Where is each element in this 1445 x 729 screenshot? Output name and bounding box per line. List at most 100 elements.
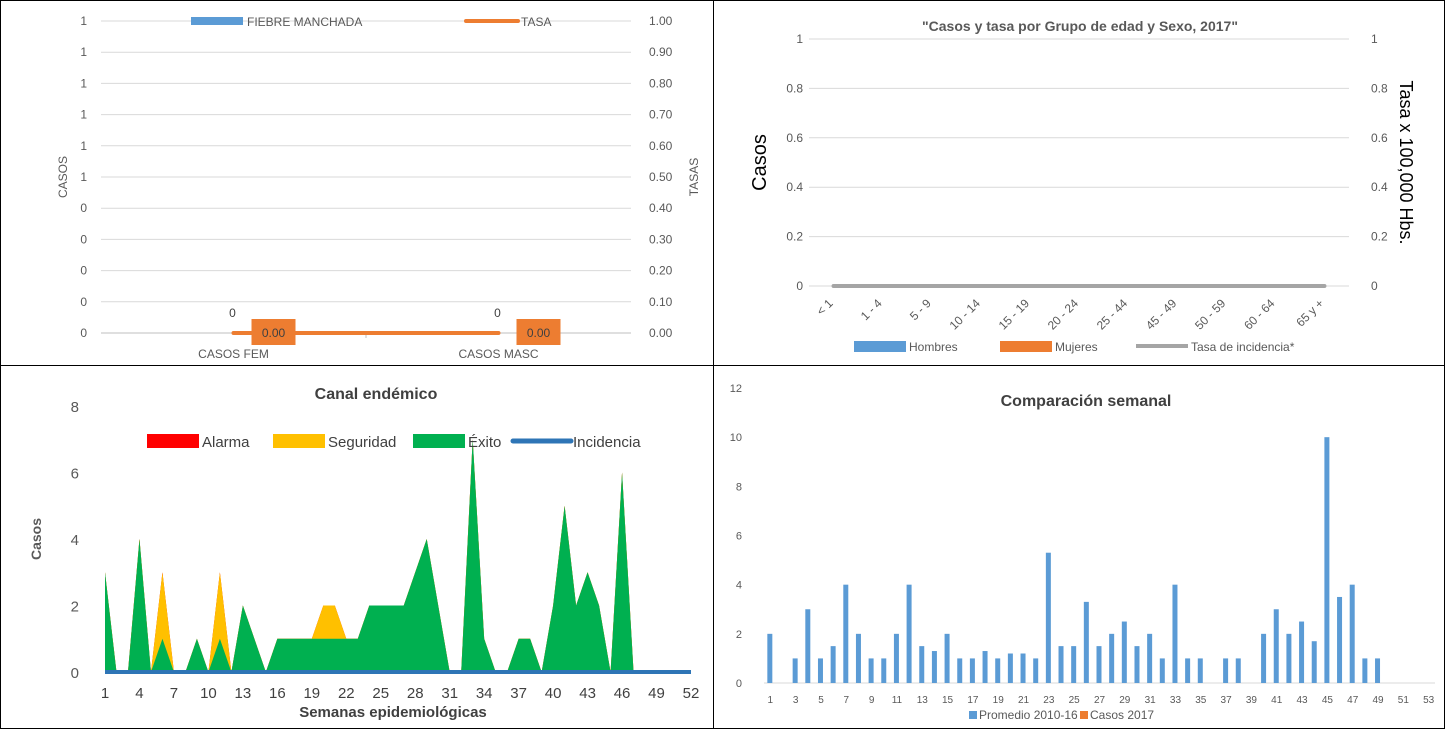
y-tick-label: 1: [80, 170, 87, 184]
legend-label-tasa: Tasa de incidencia*: [1191, 340, 1295, 354]
x-tick-label: 31: [1145, 695, 1157, 706]
bar-promedio: [1324, 437, 1330, 683]
chart-panel-grupo-edad: "Casos y tasa por Grupo de edad y Sexo, …: [713, 0, 1445, 366]
bar-promedio: [1273, 609, 1279, 683]
x-tick-label: 5 - 9: [907, 296, 934, 323]
x-tick-label: 25: [1069, 695, 1081, 706]
bar-promedio: [1349, 584, 1355, 683]
x-tick-label: 17: [967, 695, 979, 706]
tasa-data-label: 0.00: [262, 326, 286, 340]
bar-promedio: [881, 658, 887, 683]
bar-promedio: [1147, 633, 1153, 683]
y-tick-label: 1: [80, 108, 87, 122]
y-tick-label: 2: [736, 629, 742, 641]
x-tick-label: 40: [545, 685, 562, 702]
x-tick-label: 7: [170, 685, 178, 702]
x-tick-label: 28: [407, 685, 424, 702]
bar-promedio: [1121, 621, 1127, 683]
tasa-data-label: 0.00: [527, 326, 551, 340]
y-tick-label: 0: [796, 279, 803, 293]
x-tick-label: 1: [101, 685, 109, 702]
y2-tick-label: 0.00: [649, 326, 673, 340]
chart-panel-comparacion-semanal: Comparación semanal 0 2 4 6 8 10 12 1 3 5 7 9 11 13 15 1…: [713, 365, 1445, 729]
x-tick-label: 23: [1043, 695, 1055, 706]
x-tick-label: CASOS MASC: [458, 347, 538, 361]
y-tick-label: 0: [80, 264, 87, 278]
bar-promedio: [855, 633, 861, 683]
y-tick-label: 0.8: [786, 81, 803, 95]
x-tick-label: 37: [1221, 695, 1233, 706]
bar-promedio: [767, 633, 773, 683]
y-tick-label: 8: [736, 481, 742, 493]
x-tick-label: 29: [1119, 695, 1131, 706]
x-tick-label: 5: [818, 695, 824, 706]
bar-promedio: [1299, 621, 1305, 683]
x-tick-label: 37: [510, 685, 527, 702]
legend-alarma-label: Alarma: [202, 434, 250, 451]
y-tick-label: 0: [736, 678, 742, 690]
legend-incidencia-label: Incidencia: [573, 434, 641, 451]
y-tick-label: 0.6: [786, 131, 803, 145]
x-tick-label: 43: [1297, 695, 1309, 706]
legend-label-mujeres: Mujeres: [1055, 340, 1098, 354]
x-tick-label: CASOS FEM: [198, 347, 269, 361]
x-tick-label: 27: [1094, 695, 1106, 706]
x-tick-label: 65 y +: [1293, 296, 1326, 329]
x-tick-label: 15: [942, 695, 954, 706]
bar-promedio: [1134, 646, 1140, 683]
x-tick-label: 35: [1195, 695, 1207, 706]
y2-tick-label: 0.80: [649, 76, 673, 90]
y2-tick-label: 0.20: [649, 264, 673, 278]
y2-tick-label: 0.50: [649, 170, 673, 184]
bar-promedio: [1033, 658, 1039, 683]
x-tick-label: 7: [844, 695, 850, 706]
bar-promedio: [1235, 658, 1241, 683]
legend-exito-label: Éxito: [468, 434, 501, 451]
chart-title: Canal endémico: [315, 386, 438, 403]
bar-promedio: [1045, 552, 1051, 683]
legend-seguridad-label: Seguridad: [328, 434, 396, 451]
x-tick-label: 47: [1347, 695, 1359, 706]
legend-exito-swatch: [413, 434, 465, 448]
y-axis-label: Casos: [749, 134, 771, 191]
bar-promedio: [995, 658, 1001, 683]
x-tick-label: 25: [372, 685, 389, 702]
bar-promedio: [1261, 633, 1267, 683]
x-tick-label: 31: [441, 685, 458, 702]
bar-promedio: [817, 658, 823, 683]
x-tick-label: 10: [200, 685, 217, 702]
x-tick-label: 1: [768, 695, 774, 706]
x-tick-label: 39: [1246, 695, 1258, 706]
x-tick-label: 52: [683, 685, 700, 702]
x-tick-label: 50 - 59: [1192, 296, 1229, 333]
bar-promedio: [1172, 584, 1178, 683]
x-tick-label: 46: [614, 685, 631, 702]
x-tick-label: 41: [1271, 695, 1283, 706]
y-tick-label: 12: [730, 383, 742, 395]
chart-panel-canal-endemico: Canal endémico 0 2 4 6 8 Casos 1 4 7 10 13 16 19 22 25 2…: [0, 365, 714, 729]
y2-tick-label: 0: [1371, 279, 1378, 293]
bar-promedio: [1337, 596, 1343, 683]
y2-axis-label: Tasa x 100,000 Hbs.: [1396, 80, 1416, 244]
legend-label-fiebre: FIEBRE MANCHADA: [247, 15, 362, 29]
x-tick-label: 10 - 14: [947, 296, 984, 333]
y2-tick-label: 0.30: [649, 232, 673, 246]
bar-promedio: [982, 651, 988, 683]
x-tick-label: 19: [303, 685, 320, 702]
legend-swatch-promedio: [969, 711, 977, 719]
y-tick-label: 6: [736, 531, 742, 543]
y2-tick-label: 0.60: [649, 139, 673, 153]
x-tick-label: 51: [1398, 695, 1410, 706]
bar-promedio: [1083, 601, 1089, 683]
x-tick-label: 45: [1322, 695, 1334, 706]
y2-tick-label: 0.8: [1371, 81, 1388, 95]
y-axis-label: CASOS: [56, 156, 70, 198]
y-tick-label: 0: [80, 232, 87, 246]
x-tick-label: 33: [1170, 695, 1182, 706]
bar-promedio: [1007, 653, 1013, 683]
y-tick-label: 4: [71, 532, 79, 549]
bar-promedio: [1375, 658, 1381, 683]
y-tick-label: 1: [80, 76, 87, 90]
